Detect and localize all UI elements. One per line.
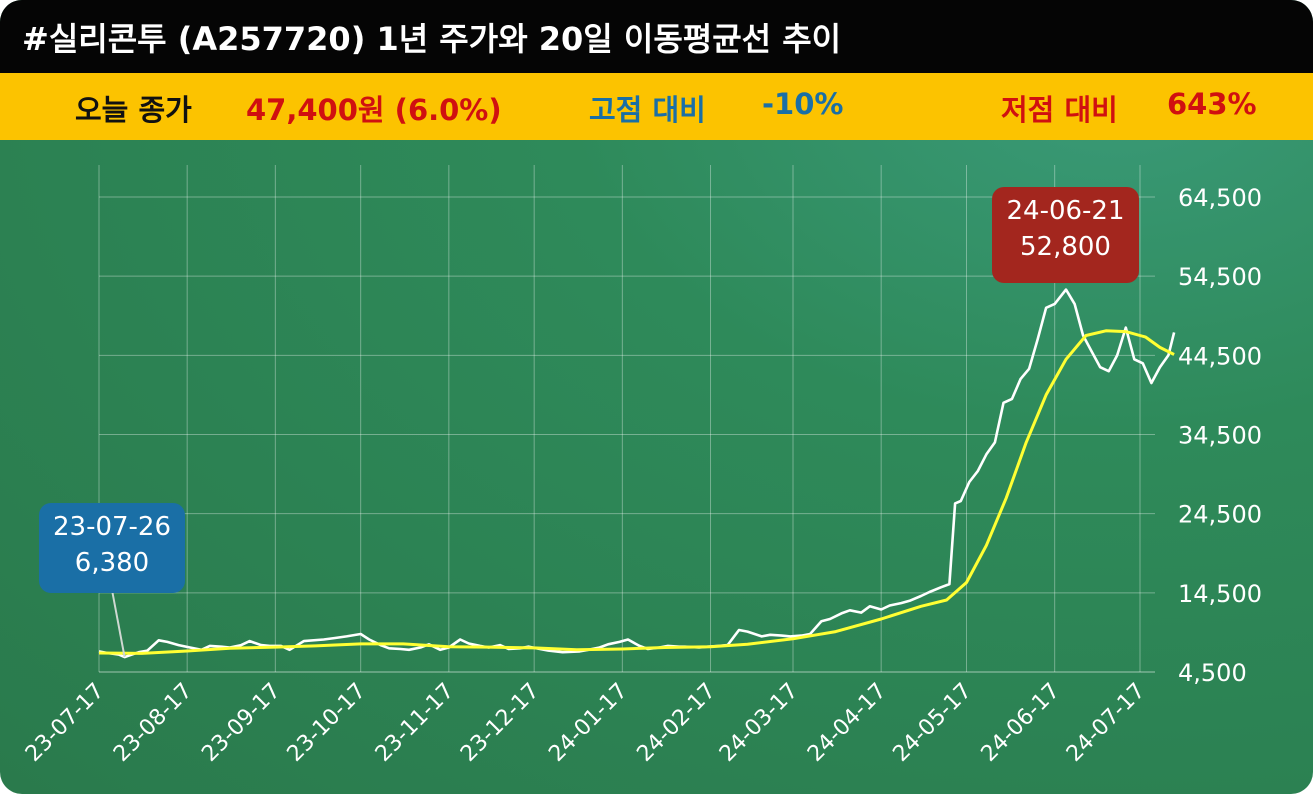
x-tick-label: 24-07-17 [1062, 679, 1150, 767]
x-tick-label: 23-10-17 [283, 679, 371, 767]
x-tick-label: 24-05-17 [888, 679, 976, 767]
chart-title: #실리콘투 (A257720) 1년 주가와 20일 이동평균선 추이 [22, 20, 842, 58]
low-annotation-leader [111, 589, 126, 658]
y-tick-label: 44,500 [1178, 342, 1262, 370]
y-tick-label: 34,500 [1178, 422, 1262, 450]
high-annotation: 24-06-21 52,800 [992, 187, 1139, 283]
y-tick-label: 24,500 [1178, 501, 1262, 529]
x-tick-label: 24-01-17 [544, 679, 632, 767]
from-low-label: 저점 대비 [1001, 93, 1118, 127]
summary-bar [0, 73, 1313, 140]
low-annotation-date: 23-07-26 [52, 512, 171, 542]
x-tick-label: 24-03-17 [715, 679, 803, 767]
y-tick-label: 14,500 [1178, 580, 1262, 608]
x-tick-label: 23-12-17 [456, 679, 544, 767]
x-tick-label: 23-08-17 [109, 679, 197, 767]
y-tick-label: 54,500 [1178, 263, 1262, 291]
close-price-value: 47,400원 (6.0%) [246, 93, 502, 127]
y-axis: 4,500 14,500 24,500 34,500 44,500 54,500 64,50… [1178, 184, 1262, 687]
title-bar [0, 0, 1313, 73]
price-line [98, 288, 1176, 659]
x-tick-label: 24-04-17 [803, 679, 891, 767]
from-high-label: 고점 대비 [589, 93, 706, 127]
x-tick-label: 24-02-17 [632, 679, 720, 767]
y-tick-label: 4,500 [1178, 659, 1247, 687]
high-annotation-date: 24-06-21 [1006, 196, 1125, 226]
x-tick-label: 23-07-17 [21, 679, 109, 767]
moving-average-line [98, 329, 1175, 655]
x-tick-label: 24-06-17 [977, 679, 1065, 767]
y-tick-label: 64,500 [1178, 184, 1262, 212]
price-chart: 4,500 14,500 24,500 34,500 44,500 54,500 64,50… [21, 165, 1262, 767]
x-tick-label: 23-11-17 [371, 679, 459, 767]
from-low-value: 643% [1167, 87, 1257, 121]
close-price-label: 오늘 종가 [75, 93, 192, 127]
low-annotation-value: 6,380 [74, 548, 150, 578]
low-annotation: 23-07-26 6,380 [39, 503, 185, 593]
high-annotation-value: 52,800 [1020, 232, 1111, 262]
from-high-value: -10% [762, 87, 844, 121]
series-lines [98, 288, 1176, 659]
x-tick-label: 23-09-17 [197, 679, 285, 767]
